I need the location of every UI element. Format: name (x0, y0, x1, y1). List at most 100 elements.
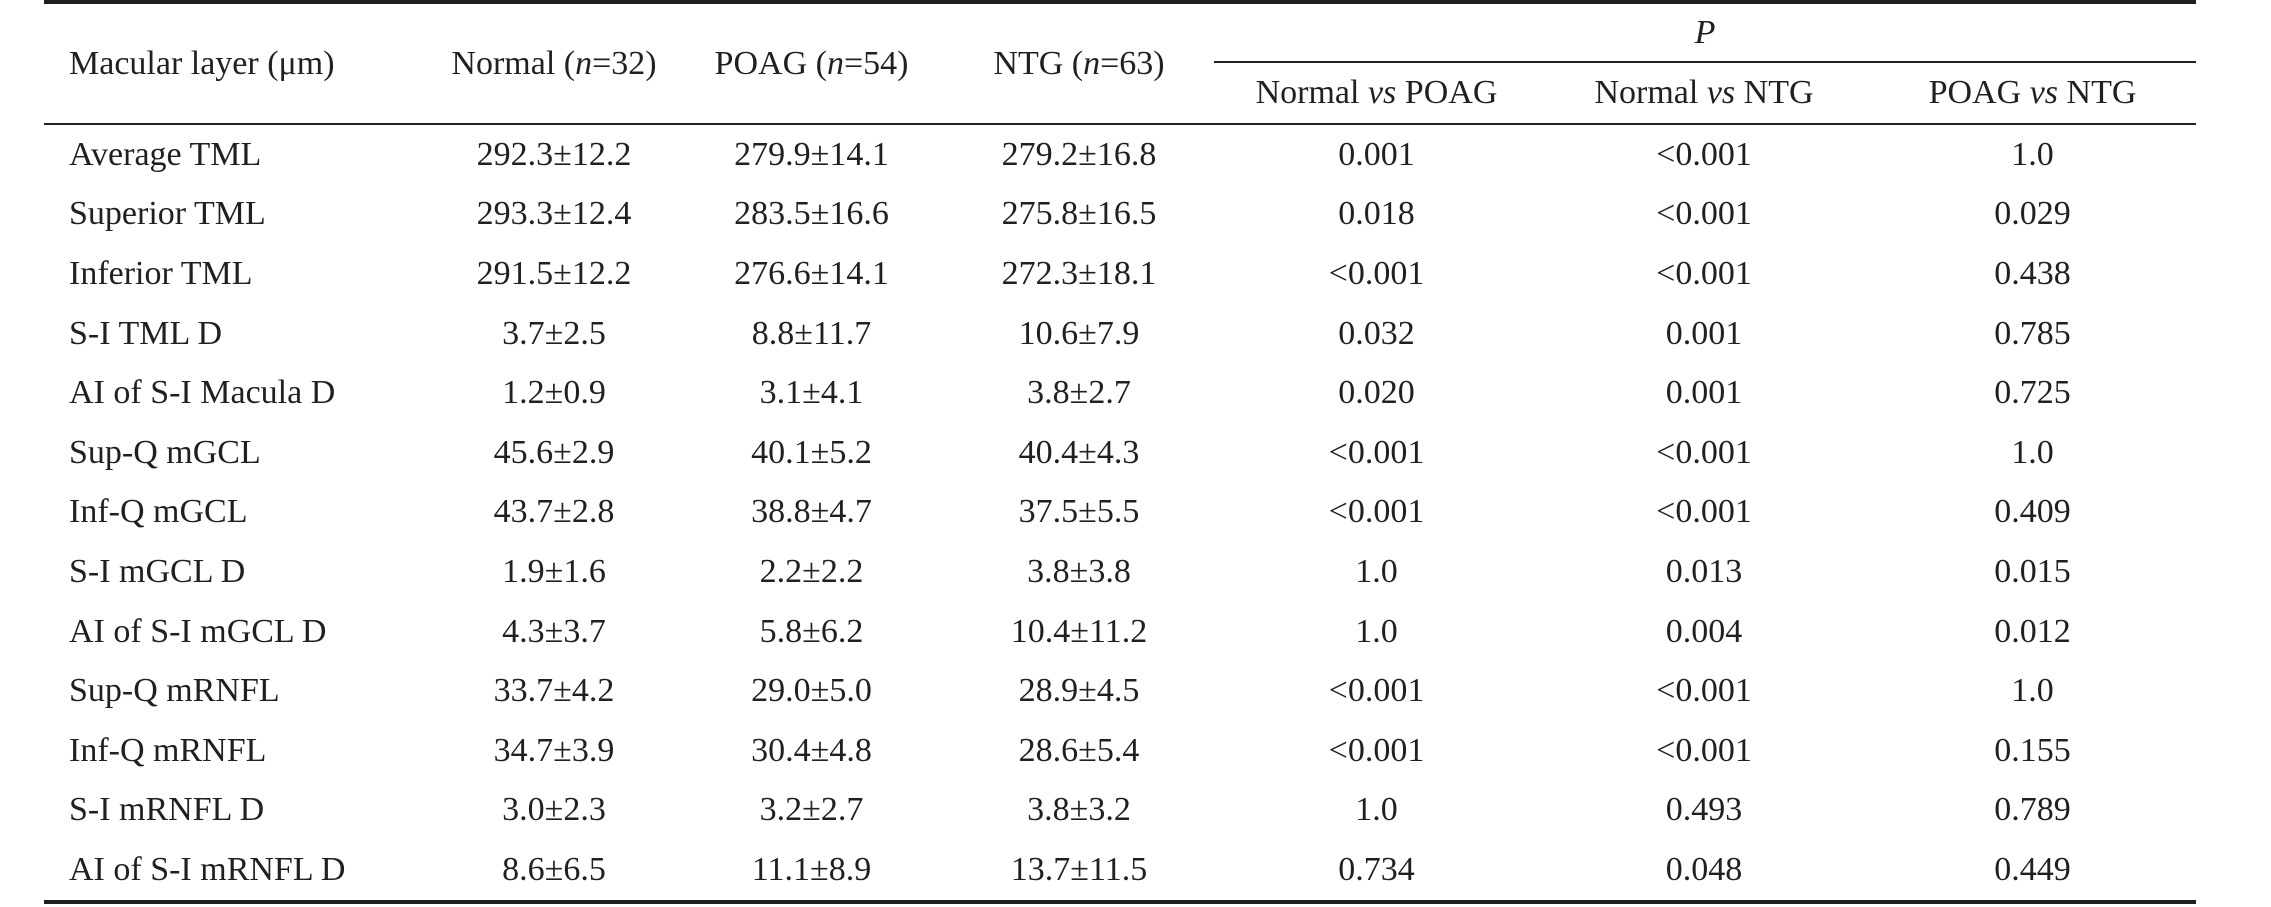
p-poag-vs-ntg-cell: 0.449 (1994, 850, 2071, 888)
layer-name-cell: S-I mRNFL D (69, 791, 265, 829)
layer-name-cell: AI of S-I mRNFL D (69, 850, 346, 888)
poag-value-cell: 30.4±4.8 (751, 731, 872, 769)
normal-value-cell: 8.6±6.5 (502, 850, 606, 888)
p-normal-vs-poag-cell: 1.0 (1355, 552, 1398, 590)
p-poag-vs-ntg-cell: 0.725 (1994, 374, 2071, 412)
ntg-value-cell: 272.3±18.1 (1001, 254, 1157, 292)
p-normal-vs-poag-cell: 0.020 (1338, 374, 1415, 412)
layer-name-cell: Inferior TML (69, 254, 253, 292)
ntg-value-cell: 3.8±3.8 (1027, 552, 1131, 590)
table-row: S-I mRNFL D 3.0±2.3 3.2±2.7 3.8±3.2 1.0 0.493… (44, 781, 2196, 841)
normal-value-cell: 291.5±12.2 (476, 254, 632, 292)
p-poag-vs-ntg-cell: 1.0 (2011, 433, 2054, 471)
p-poag-vs-ntg-cell: 0.789 (1994, 791, 2071, 829)
ntg-value-cell: 3.8±3.2 (1027, 791, 1131, 829)
poag-value-cell: 40.1±5.2 (751, 433, 872, 471)
p-normal-vs-ntg-cell: <0.001 (1656, 135, 1752, 173)
p-poag-vs-ntg-cell: 0.155 (1994, 731, 2071, 769)
poag-value-cell: 276.6±14.1 (734, 254, 889, 292)
header-poag-vs-ntg: POAG vs NTG (1928, 74, 2137, 111)
p-normal-vs-poag-cell: <0.001 (1328, 433, 1425, 471)
p-normal-vs-poag-cell: 0.001 (1338, 135, 1415, 173)
p-normal-vs-ntg-cell: <0.001 (1656, 433, 1752, 471)
layer-name-cell: AI of S-I Macula D (69, 374, 336, 412)
poag-value-cell: 8.8±11.7 (751, 314, 872, 352)
normal-value-cell: 4.3±3.7 (502, 612, 606, 650)
normal-value-cell: 1.2±0.9 (502, 374, 606, 412)
header-normal: Normal (n=32) (451, 44, 657, 82)
p-normal-vs-ntg-cell: <0.001 (1656, 493, 1752, 531)
ntg-value-cell: 40.4±4.3 (1018, 433, 1140, 471)
ntg-value-cell: 279.2±16.8 (1001, 135, 1157, 173)
p-poag-vs-ntg-cell: 1.0 (2011, 672, 2054, 710)
poag-value-cell: 279.9±14.1 (734, 135, 889, 173)
table-row: Inferior TML 291.5±12.2 276.6±14.1 272.3±18… (44, 244, 2196, 304)
layer-name-cell: S-I TML D (69, 314, 222, 352)
p-poag-vs-ntg-cell: 0.785 (1994, 314, 2071, 352)
table-row: AI of S-I mRNFL D 8.6±6.5 11.1±8.9 13.7±11.… (44, 840, 2197, 902)
p-normal-vs-ntg-cell: 0.004 (1665, 612, 1743, 650)
p-poag-vs-ntg-cell: 1.0 (2011, 135, 2054, 173)
ntg-value-cell: 13.7±11.5 (1010, 850, 1148, 888)
p-poag-vs-ntg-cell: 0.409 (1994, 493, 2071, 531)
table-row: Average TML 292.3±12.2 279.9±14.1 279.2±16.… (44, 124, 2196, 185)
poag-value-cell: 11.1±8.9 (751, 850, 872, 888)
table-row: Inf-Q mRNFL 34.7±3.9 30.4±4.8 28.6±5.4 <0.00… (44, 721, 2196, 781)
ntg-value-cell: 10.4±11.2 (1010, 612, 1148, 650)
normal-value-cell: 292.3±12.2 (476, 135, 632, 173)
p-normal-vs-ntg-cell: 0.013 (1665, 552, 1743, 590)
table-row: S-I TML D 3.7±2.5 8.8±11.7 10.6±7.9 0.032 0.0… (44, 304, 2196, 364)
layer-name-cell: Average TML (69, 135, 262, 173)
p-normal-vs-ntg-cell: 0.001 (1665, 374, 1743, 412)
layer-name-cell: Inf-Q mGCL (69, 493, 248, 531)
p-normal-vs-poag-cell: 1.0 (1355, 791, 1398, 829)
header-p-value: P (1214, 2, 2197, 63)
poag-value-cell: 3.2±2.7 (759, 791, 864, 829)
ntg-value-cell: 28.6±5.4 (1018, 731, 1140, 769)
normal-value-cell: 43.7±2.8 (493, 493, 615, 531)
table-row: Sup-Q mRNFL 33.7±4.2 29.0±5.0 28.9±4.5 <0.00… (44, 661, 2196, 721)
p-poag-vs-ntg-cell: 0.012 (1994, 612, 2071, 650)
normal-value-cell: 34.7±3.9 (493, 731, 615, 769)
poag-value-cell: 5.8±6.2 (759, 612, 864, 650)
poag-value-cell: 2.2±2.2 (759, 552, 864, 590)
p-normal-vs-ntg-cell: <0.001 (1656, 672, 1752, 710)
normal-value-cell: 1.9±1.6 (502, 552, 606, 590)
p-poag-vs-ntg-cell: 0.438 (1994, 254, 2071, 292)
p-normal-vs-ntg-cell: <0.001 (1656, 254, 1752, 292)
p-poag-vs-ntg-cell: 0.015 (1994, 552, 2071, 590)
poag-value-cell: 3.1±4.1 (759, 374, 864, 412)
table-row: Inf-Q mGCL 43.7±2.8 38.8±4.7 37.5±5.5 <0.001… (44, 483, 2196, 543)
layer-name-cell: S-I mGCL D (69, 552, 246, 590)
layer-name-cell: Sup-Q mGCL (69, 433, 261, 471)
p-normal-vs-poag-cell: 0.734 (1338, 850, 1415, 888)
table-body: Average TML 292.3±12.2 279.9±14.1 279.2±16.… (44, 124, 2197, 902)
normal-value-cell: 33.7±4.2 (493, 672, 615, 710)
p-normal-vs-poag-cell: <0.001 (1328, 254, 1425, 292)
normal-value-cell: 293.3±12.4 (476, 195, 632, 233)
p-normal-vs-poag-cell: 0.032 (1338, 314, 1415, 352)
table-row: AI of S-I mGCL D 4.3±3.7 5.8±6.2 10.4±11.2 1… (44, 602, 2196, 662)
ntg-value-cell: 3.8±2.7 (1027, 374, 1131, 412)
p-normal-vs-poag-cell: <0.001 (1328, 731, 1425, 769)
layer-name-cell: Inf-Q mRNFL (69, 731, 267, 769)
ntg-value-cell: 275.8±16.5 (1001, 195, 1157, 233)
table-row: Superior TML 293.3±12.4 283.5±16.6 275.8±16… (44, 185, 2196, 245)
table-row: AI of S-I Macula D 1.2±0.9 3.1±4.1 3.8±2.7 0… (44, 363, 2196, 423)
p-normal-vs-ntg-cell: 0.001 (1665, 314, 1743, 352)
p-poag-vs-ntg-cell: 0.029 (1994, 195, 2071, 233)
p-normal-vs-poag-cell: 1.0 (1355, 612, 1398, 650)
poag-value-cell: 29.0±5.0 (751, 672, 872, 710)
poag-value-cell: 38.8±4.7 (751, 493, 872, 531)
poag-value-cell: 283.5±16.6 (734, 195, 889, 233)
header-ntg: NTG (n=63) (993, 44, 1165, 82)
layer-name-cell: AI of S-I mGCL D (69, 612, 327, 650)
ntg-value-cell: 37.5±5.5 (1018, 493, 1140, 531)
p-normal-vs-poag-cell: <0.001 (1328, 672, 1425, 710)
normal-value-cell: 3.7±2.5 (502, 314, 606, 352)
table-row: Sup-Q mGCL 45.6±2.9 40.1±5.2 40.4±4.3 <0.001… (44, 423, 2196, 483)
normal-value-cell: 3.0±2.3 (502, 791, 606, 829)
header-poag: POAG (n=54) (714, 44, 909, 82)
ntg-value-cell: 28.9±4.5 (1018, 672, 1140, 710)
p-normal-vs-poag-cell: <0.001 (1328, 493, 1425, 531)
